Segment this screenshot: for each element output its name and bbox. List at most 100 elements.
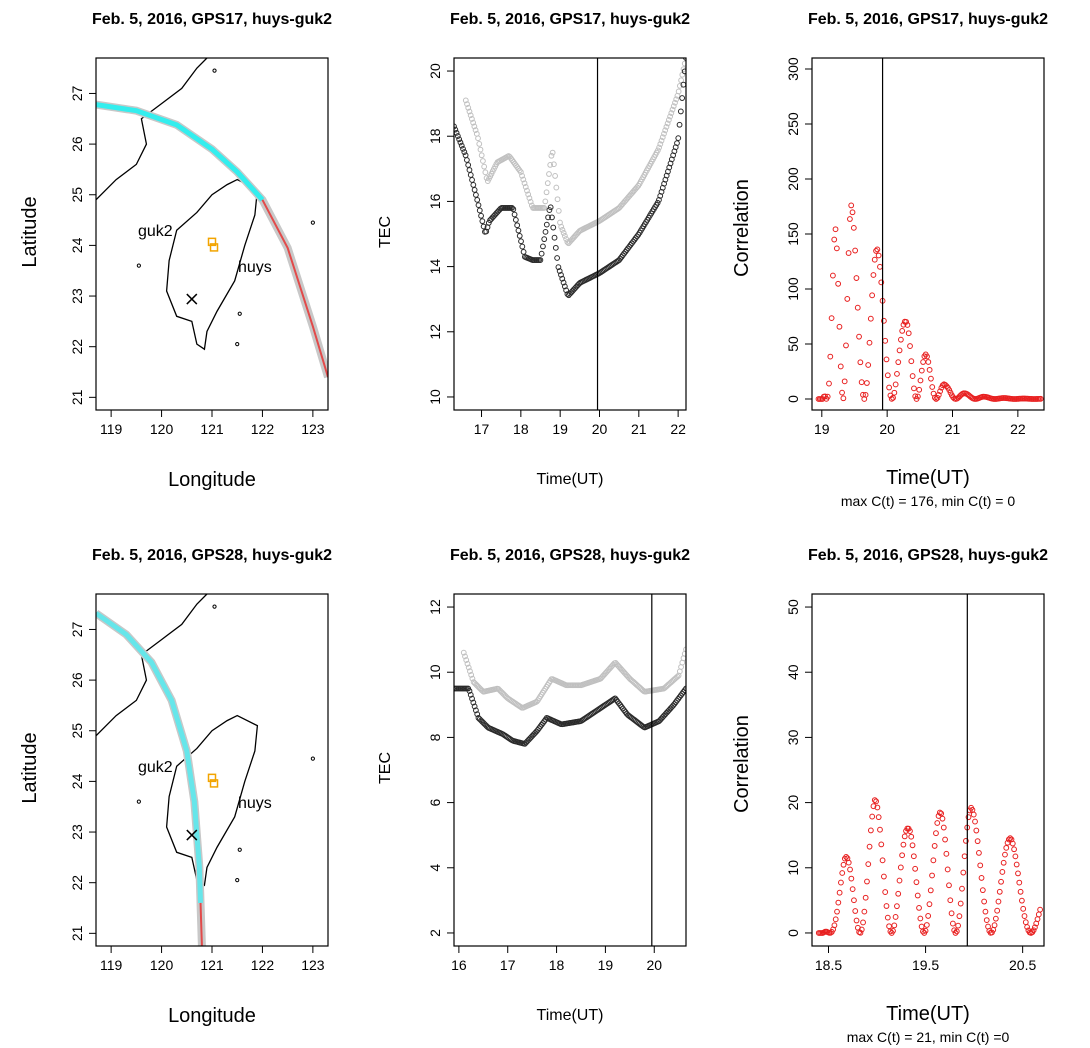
tec-point-light — [658, 137, 665, 144]
plot-content — [815, 202, 1044, 402]
tec-point-dark — [511, 211, 518, 218]
y-tick-label: 12 — [427, 599, 443, 615]
correlation-point — [934, 820, 941, 826]
tec-point-light — [664, 120, 671, 127]
correlation-point — [1004, 839, 1011, 846]
y-tick-label: 20 — [785, 795, 801, 811]
correlation-point — [834, 908, 840, 915]
correlation-point — [827, 353, 834, 360]
x-tick-label: 20 — [592, 421, 608, 437]
tec-point-dark — [545, 214, 551, 221]
y-tick-label: 50 — [785, 336, 801, 352]
correlation-point — [866, 339, 873, 346]
taiwan-coastline — [165, 178, 259, 351]
correlation-point — [952, 930, 959, 936]
tec-point-light — [550, 161, 557, 168]
tec-point-dark — [456, 136, 463, 143]
x-tick-label: 20 — [879, 421, 895, 437]
tec-point-dark — [555, 264, 562, 271]
tec-point-dark — [547, 204, 554, 211]
correlation-point — [963, 837, 969, 844]
tec-point-dark — [550, 224, 557, 231]
track-cyan — [96, 611, 204, 904]
tec-point-light — [558, 223, 565, 230]
tec-point-dark — [480, 223, 487, 230]
correlation-point — [854, 304, 861, 311]
tec-point-dark — [558, 271, 564, 278]
tec-point-light — [548, 152, 555, 159]
tec-point-dark — [561, 283, 568, 290]
island — [237, 847, 242, 852]
tec-point-dark — [485, 220, 492, 226]
correlation-point — [914, 393, 921, 400]
correlation-point — [874, 804, 881, 811]
y-axis-label: Correlation — [731, 715, 753, 813]
correlation-point — [896, 347, 903, 354]
correlation-point — [844, 296, 851, 302]
tec-point-light — [661, 130, 667, 137]
correlation-panel-gps17: Feb. 5, 2016, GPS17, huys-guk2 19 20 21 22 0… — [731, 11, 1048, 509]
tec-point-light — [480, 158, 486, 164]
y-tick-label: 22 — [69, 875, 85, 891]
correlation-point — [882, 337, 889, 344]
correlation-point — [931, 843, 938, 849]
correlation-point — [922, 927, 929, 934]
y-tick-label: 0 — [785, 929, 801, 937]
tec-point-dark — [543, 221, 550, 228]
tec-point-light — [467, 668, 473, 675]
tec-point-light — [679, 71, 686, 78]
correlation-point — [837, 363, 844, 370]
y-tick-label: 250 — [785, 112, 801, 136]
correlation-point — [869, 813, 876, 820]
correlation-point — [863, 380, 870, 386]
correlation-point — [899, 327, 906, 334]
tec-point-light — [541, 205, 547, 211]
tec-panel-gps28: Feb. 5, 2016, GPS28, huys-guk2 16 17 18 19 2… — [377, 547, 690, 1024]
correlation-point — [972, 818, 978, 825]
x-axis-label: Longitude — [168, 469, 256, 491]
tec-point-light — [471, 123, 478, 130]
correlation-point — [861, 908, 868, 915]
correlation-point — [840, 395, 847, 402]
tec-point-dark — [538, 250, 545, 257]
correlation-point — [865, 362, 872, 368]
tec-point-light — [465, 104, 472, 111]
map-panel-gps17: Feb. 5, 2016, GPS17, huys-guk2 119 120 121… — [19, 11, 332, 491]
correlation-point — [1005, 836, 1012, 843]
y-tick-label: 14 — [427, 259, 443, 275]
x-axis-label: Longitude — [168, 1005, 256, 1027]
correlation-point — [875, 814, 882, 821]
tec-point-light — [467, 112, 474, 119]
tec-point-light — [657, 141, 664, 147]
correlation-point — [838, 879, 844, 886]
tec-point-light — [561, 233, 568, 239]
correlation-point — [824, 393, 831, 400]
correlation-point — [858, 379, 865, 386]
station-marker — [209, 243, 219, 252]
correlation-point — [935, 392, 942, 398]
correlation-point — [983, 917, 990, 923]
y-tick-label: 2 — [427, 929, 443, 937]
correlation-point — [926, 901, 933, 908]
correlation-point — [873, 798, 879, 805]
correlation-point — [1009, 840, 1016, 847]
x-tick-label: 122 — [251, 957, 275, 973]
correlation-point — [946, 882, 952, 889]
y-axis-label: Latitude — [19, 196, 41, 267]
correlation-point — [878, 841, 885, 848]
tec-point-light — [546, 171, 552, 177]
tec-point-dark — [679, 95, 686, 101]
x-axis-label: Time(UT) — [537, 471, 604, 488]
correlation-point — [862, 391, 869, 398]
correlation-point — [1011, 846, 1017, 853]
correlation-point — [907, 343, 913, 349]
correlation-point — [927, 887, 934, 894]
x-tick-label: 20 — [646, 957, 662, 973]
correlation-point — [883, 356, 890, 363]
correlation-point — [1015, 870, 1021, 877]
correlation-point — [903, 318, 910, 325]
y-tick-label: 24 — [69, 237, 85, 253]
panel-title: Feb. 5, 2016, GPS28, huys-guk2 — [92, 547, 332, 564]
tec-point-dark — [518, 238, 524, 245]
